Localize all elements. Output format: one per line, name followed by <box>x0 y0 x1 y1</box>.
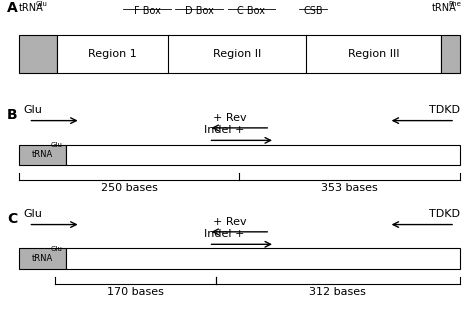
Text: Phe: Phe <box>448 1 461 7</box>
Text: tRNA: tRNA <box>19 3 44 13</box>
Text: 170 bases: 170 bases <box>107 287 164 297</box>
Text: Indel +: Indel + <box>204 229 244 239</box>
Text: 353 bases: 353 bases <box>321 183 378 193</box>
Bar <box>57 35 441 73</box>
Text: A: A <box>7 1 18 15</box>
Text: Region 1: Region 1 <box>88 49 137 59</box>
Text: Indel +: Indel + <box>204 125 244 135</box>
Text: F Box: F Box <box>134 6 160 16</box>
Text: D Box: D Box <box>185 6 213 16</box>
Bar <box>19 35 57 73</box>
Text: tRNA: tRNA <box>431 3 456 13</box>
Text: CSB: CSB <box>303 6 323 16</box>
Text: B: B <box>7 108 18 122</box>
Text: Region II: Region II <box>213 49 261 59</box>
Text: Glu: Glu <box>24 209 43 219</box>
Text: Glu: Glu <box>36 1 47 7</box>
Bar <box>19 249 66 269</box>
Text: Region III: Region III <box>347 49 399 59</box>
Bar <box>66 249 460 269</box>
Text: TDKD: TDKD <box>429 209 460 219</box>
Text: tRNA: tRNA <box>32 151 53 159</box>
Bar <box>19 145 66 165</box>
Text: Glu: Glu <box>24 106 43 115</box>
Text: 312 bases: 312 bases <box>310 287 366 297</box>
Text: TDKD: TDKD <box>429 106 460 115</box>
Bar <box>441 35 460 73</box>
Text: + Rev: + Rev <box>213 113 247 123</box>
Text: Glu: Glu <box>51 142 63 148</box>
Text: tRNA: tRNA <box>32 255 53 263</box>
Bar <box>66 145 460 165</box>
Text: C Box: C Box <box>237 6 265 16</box>
Text: C: C <box>7 212 18 226</box>
Text: Glu: Glu <box>51 246 63 252</box>
Text: 250 bases: 250 bases <box>101 183 157 193</box>
Text: + Rev: + Rev <box>213 217 247 227</box>
